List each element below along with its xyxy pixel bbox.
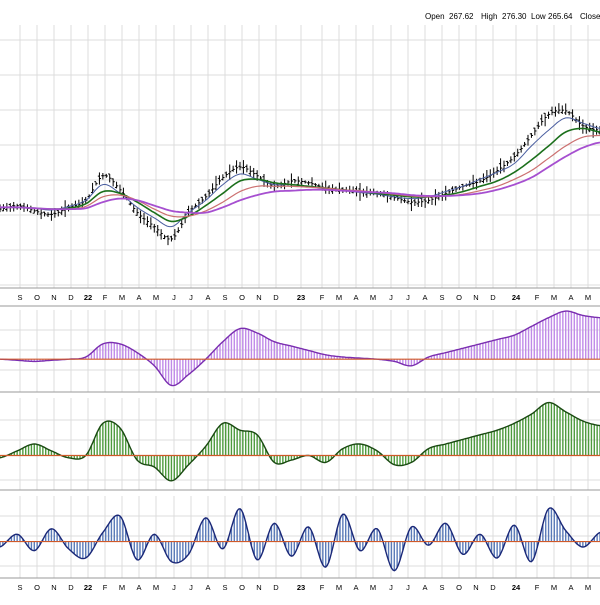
x-tick-label: N	[51, 583, 56, 592]
x-tick-label: M	[119, 293, 125, 302]
x-tick-label: F	[320, 583, 325, 592]
x-tick-label: J	[389, 293, 393, 302]
x-tick-label: N	[473, 293, 478, 302]
x-tick-label: F	[535, 293, 540, 302]
x-tick-label: J	[172, 583, 176, 592]
x-tick-label: D	[273, 293, 279, 302]
x-tick-label: J	[189, 293, 193, 302]
x-tick-label: A	[136, 583, 141, 592]
ma-line-ma-green	[0, 127, 600, 223]
x-tick-label: F	[320, 293, 325, 302]
x-axis-ticks: S O N D 22 F M A M J J A S O N D 23 F M A M J J A S O N D 24 F M A M S O N D…	[17, 293, 591, 592]
close-label: Close	[580, 12, 600, 21]
x-tick-label: A	[353, 583, 358, 592]
x-tick-label: O	[239, 293, 245, 302]
x-tick-label: 22	[84, 583, 92, 592]
x-tick-label: F	[103, 293, 108, 302]
x-tick-label: M	[336, 293, 342, 302]
x-tick-label: F	[535, 583, 540, 592]
oscillator-panel-2	[0, 401, 600, 482]
oscillator-line	[0, 401, 600, 482]
x-tick-label: J	[189, 583, 193, 592]
x-tick-label: N	[473, 583, 478, 592]
oscillator-line	[0, 310, 600, 387]
x-tick-label: A	[422, 583, 427, 592]
ohlc-header: Open 267.62 High 276.30 Low 265.64 Close	[425, 12, 600, 21]
x-tick-label: N	[256, 293, 261, 302]
x-tick-label: D	[68, 293, 74, 302]
x-tick-label: J	[406, 293, 410, 302]
ma-line-ma-red	[0, 134, 600, 218]
x-tick-label: A	[205, 293, 210, 302]
x-tick-label: D	[490, 293, 496, 302]
x-tick-label: 22	[84, 293, 92, 302]
x-tick-label: F	[103, 583, 108, 592]
x-tick-label: M	[585, 583, 591, 592]
grid	[0, 25, 600, 579]
x-tick-label: S	[439, 583, 444, 592]
x-tick-label: D	[68, 583, 74, 592]
x-tick-label: O	[239, 583, 245, 592]
x-tick-label: S	[439, 293, 444, 302]
x-tick-label: S	[17, 583, 22, 592]
x-tick-label: A	[136, 293, 141, 302]
oscillator-panel-3	[0, 507, 600, 572]
x-tick-label: 23	[297, 293, 305, 302]
x-tick-label: J	[389, 583, 393, 592]
x-tick-label: J	[406, 583, 410, 592]
high-value: 276.30	[502, 12, 527, 21]
x-tick-label: J	[172, 293, 176, 302]
x-tick-label: M	[153, 583, 159, 592]
x-tick-label: 24	[512, 583, 521, 592]
x-tick-label: A	[205, 583, 210, 592]
price-panel	[0, 103, 600, 246]
x-tick-label: O	[34, 293, 40, 302]
x-tick-label: D	[273, 583, 279, 592]
ma-line-ma-fast	[0, 117, 600, 228]
x-tick-label: M	[336, 583, 342, 592]
x-tick-label: M	[551, 293, 557, 302]
x-tick-label: O	[456, 293, 462, 302]
x-tick-label: O	[34, 583, 40, 592]
x-tick-label: D	[490, 583, 496, 592]
x-tick-label: A	[422, 293, 427, 302]
x-tick-label: A	[568, 583, 573, 592]
x-tick-label: S	[222, 293, 227, 302]
oscillator-panel-1	[0, 310, 600, 387]
x-tick-label: 23	[297, 583, 305, 592]
x-tick-label: A	[353, 293, 358, 302]
x-tick-label: O	[456, 583, 462, 592]
low-value: 265.64	[548, 12, 573, 21]
low-label: Low	[531, 12, 546, 21]
x-tick-label: S	[17, 293, 22, 302]
x-tick-label: N	[256, 583, 261, 592]
x-tick-label: A	[568, 293, 573, 302]
x-tick-label: 24	[512, 293, 521, 302]
high-label: High	[481, 12, 497, 21]
x-tick-label: M	[153, 293, 159, 302]
open-label: Open	[425, 12, 445, 21]
open-value: 267.62	[449, 12, 474, 21]
ma-line-ma-purple	[0, 141, 600, 215]
x-tick-label: M	[370, 583, 376, 592]
oscillator-line	[0, 507, 600, 572]
x-tick-label: M	[119, 583, 125, 592]
panels	[0, 103, 600, 572]
x-tick-label: M	[585, 293, 591, 302]
x-tick-label: M	[370, 293, 376, 302]
x-tick-label: M	[551, 583, 557, 592]
x-tick-label: S	[222, 583, 227, 592]
x-tick-label: N	[51, 293, 56, 302]
